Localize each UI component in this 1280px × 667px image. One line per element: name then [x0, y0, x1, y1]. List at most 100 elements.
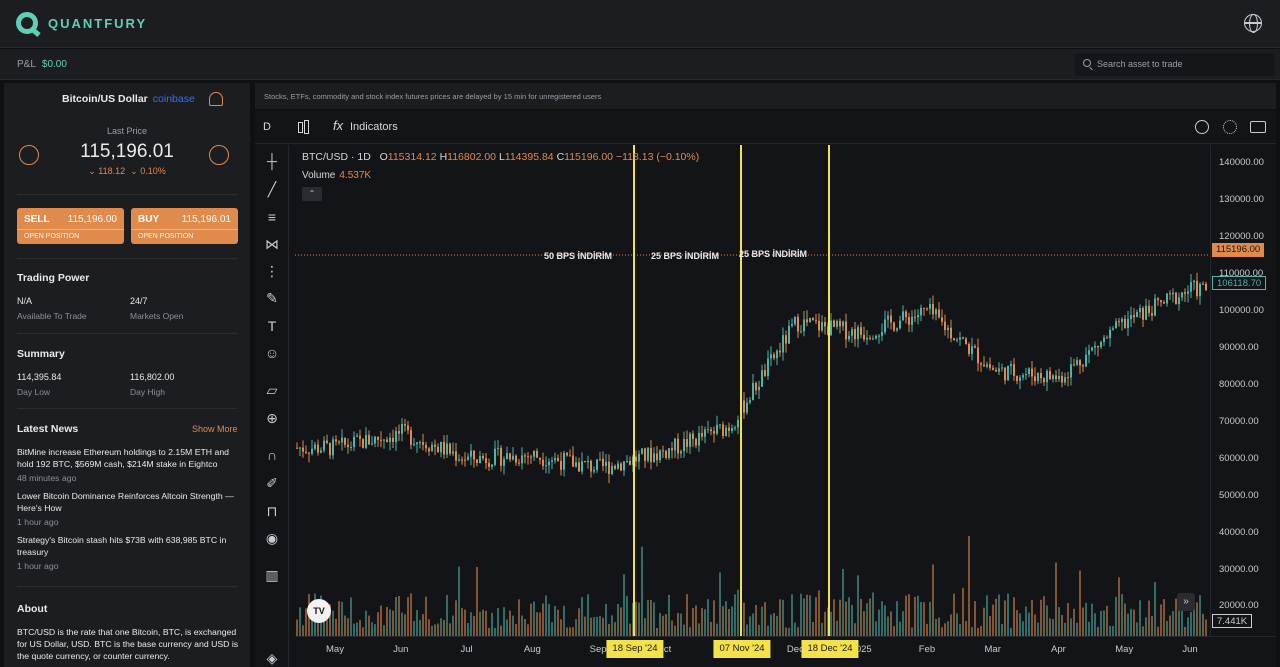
alert-bell-icon[interactable]: [209, 92, 223, 106]
volume-bar: [956, 613, 958, 636]
candle-body: [848, 335, 850, 340]
ruler-icon[interactable]: ▱: [266, 382, 278, 398]
fx-icon[interactable]: fx: [333, 118, 344, 133]
candle-type-icon[interactable]: [297, 120, 309, 134]
candle-body: [425, 444, 427, 449]
candle-body: [323, 440, 325, 451]
volume-bar: [509, 610, 511, 636]
candle-body: [377, 436, 379, 440]
candle-body: [911, 316, 913, 325]
candle-body: [1205, 283, 1207, 291]
volume-bar: [833, 599, 835, 636]
drawing-toolbar: ┼ ╱ ≡ ⋈ ⋮ ✎ T ☺ ▱ ⊕ ∩ ✐ ⊓ ◉ ▥ ◈: [255, 145, 289, 667]
volume-bar: [779, 599, 781, 636]
volume-bar: [818, 590, 820, 636]
time-axis[interactable]: MayJunJulAugSepOctNovDec2025FebMarAprMay…: [295, 636, 1276, 667]
sell-button[interactable]: SELL 115,196.00 OPEN POSITION: [17, 208, 124, 244]
indicators-button[interactable]: Indicators: [350, 121, 398, 133]
candle-body: [653, 453, 655, 462]
candle-body: [386, 439, 388, 443]
pnl-display: P&L $0.00: [17, 59, 67, 70]
candle-body: [680, 451, 682, 454]
price-chart[interactable]: [295, 145, 1210, 636]
magnet-icon[interactable]: ∩: [266, 447, 278, 463]
candle-body: [311, 448, 313, 454]
zoom-icon[interactable]: ⊕: [266, 410, 278, 426]
volume-bar: [1028, 612, 1030, 636]
settings-icon[interactable]: [1223, 120, 1237, 134]
candle-body: [902, 311, 904, 321]
volume-bar: [1082, 607, 1084, 636]
lock-drawing-icon[interactable]: ✐: [266, 475, 278, 491]
buy-button[interactable]: BUY 115,196.01 OPEN POSITION: [131, 208, 238, 244]
volume-tag: 7.441K: [1212, 614, 1253, 628]
volume-bar: [890, 611, 892, 636]
globe-icon[interactable]: [1244, 14, 1262, 33]
volume-bar: [1157, 626, 1159, 636]
search-input[interactable]: Search asset to trade: [1075, 53, 1275, 76]
brush-icon[interactable]: ✎: [266, 290, 278, 306]
volume-bar: [383, 625, 385, 636]
candle-body: [1112, 328, 1114, 330]
volume-bar: [1076, 622, 1078, 636]
candle-body: [356, 435, 358, 437]
volume-bar: [332, 610, 334, 636]
candle-body: [1082, 365, 1084, 367]
volume-bar: [455, 600, 457, 636]
layers-icon[interactable]: ◈: [266, 650, 278, 666]
volume-bar: [1088, 621, 1090, 636]
trendline-icon[interactable]: ╱: [267, 181, 277, 197]
price-axis[interactable]: 140000.00 130000.00 120000.00 110000.00 1000…: [1210, 145, 1276, 636]
candle-body: [617, 463, 619, 469]
time-tick-label: Feb: [918, 644, 936, 655]
bull-icon[interactable]: [209, 145, 229, 165]
candle-body: [530, 456, 532, 458]
candle-body: [1139, 307, 1141, 313]
candle-body: [1148, 305, 1150, 314]
candle-body: [812, 318, 814, 321]
news-item[interactable]: Strategy's Bitcoin stash hits $73B with …: [17, 534, 239, 572]
candle-body: [917, 315, 919, 318]
candle-body: [1016, 375, 1018, 381]
emoji-icon[interactable]: ☺: [264, 345, 280, 361]
divider: [131, 229, 238, 230]
volume-bar: [428, 619, 430, 636]
horizontal-lines-icon[interactable]: ≡: [267, 209, 277, 225]
pattern-icon[interactable]: ⋈: [265, 236, 279, 252]
reference-price-tag: 106118.70: [1212, 276, 1267, 290]
eye-icon[interactable]: ◉: [265, 530, 279, 546]
news-item[interactable]: BitMine increase Ethereum holdings to 2.…: [17, 446, 239, 484]
show-more-link[interactable]: Show More: [192, 424, 238, 434]
candle-body: [455, 451, 457, 461]
asset-panel: Bitcoin/US Dollar coinbase Last Price 115…: [4, 83, 250, 667]
forecast-icon[interactable]: ⋮: [265, 263, 279, 279]
collapse-legend-button[interactable]: ⌃: [302, 187, 322, 201]
tradingview-logo[interactable]: TV: [307, 599, 331, 623]
interval-selector[interactable]: D: [263, 121, 271, 133]
volume-bar: [1139, 600, 1141, 636]
candle-body: [326, 440, 328, 443]
volume-bar: [800, 593, 802, 636]
candle-body: [1163, 302, 1165, 304]
replay-icon[interactable]: [1195, 120, 1209, 134]
trash-icon[interactable]: ▥: [265, 567, 279, 583]
scroll-to-latest-button[interactable]: »: [1177, 593, 1195, 611]
camera-icon[interactable]: [1250, 121, 1266, 133]
candle-body: [1079, 360, 1081, 366]
price-chart-svg[interactable]: [295, 145, 1210, 636]
candle-body: [1103, 337, 1105, 342]
crosshair-icon[interactable]: ┼: [267, 153, 277, 169]
brand-logo[interactable]: QUANTFURY: [16, 12, 147, 34]
candle-body: [842, 321, 844, 327]
candle-body: [731, 428, 733, 431]
lock-icon[interactable]: ⊓: [266, 503, 278, 519]
news-item[interactable]: Lower Bitcoin Dominance Reinforces Altco…: [17, 490, 239, 528]
candle-body: [890, 315, 892, 323]
volume-bar: [1148, 600, 1150, 636]
volume-bar: [1055, 562, 1057, 636]
candle-body: [950, 327, 952, 339]
event-annotation: 25 BPS İNDİRİM: [739, 249, 808, 259]
bear-icon[interactable]: [19, 145, 39, 165]
candle-body: [302, 447, 304, 452]
text-icon[interactable]: T: [267, 318, 277, 334]
